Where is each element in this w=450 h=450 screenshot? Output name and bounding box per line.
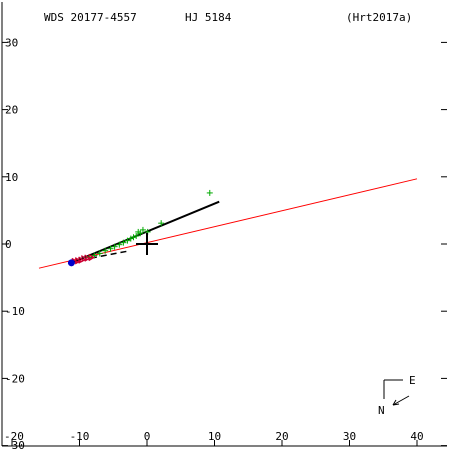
observation-point — [133, 232, 140, 239]
observation-point — [135, 228, 142, 235]
x-tick-label: -20 — [4, 430, 24, 443]
compass: E N — [378, 374, 416, 417]
y-tick-label: 0 — [5, 238, 12, 251]
y-tick-label: 10 — [5, 171, 18, 184]
observation-point — [96, 250, 103, 257]
x-tick-label: 40 — [410, 430, 423, 443]
x-tick-label: -10 — [70, 430, 90, 443]
observation-point — [116, 241, 123, 248]
y-tick-label: -10 — [5, 305, 25, 318]
residual-point — [78, 256, 85, 264]
y-tick-label: -30 — [5, 439, 25, 450]
y-tick-label: -20 — [5, 372, 25, 385]
y-tick-label: 30 — [5, 36, 18, 49]
dashed-segment — [90, 249, 131, 259]
header-name: HJ 5184 — [185, 11, 232, 24]
observation-point — [206, 189, 213, 196]
observation-point — [130, 234, 137, 241]
observation-point — [107, 245, 114, 252]
observation-point — [120, 239, 127, 246]
compass-north-label: N — [378, 404, 385, 417]
motion-arrow-icon — [392, 395, 410, 406]
observation-point — [111, 243, 118, 250]
orbit-line — [38, 178, 418, 269]
x-tick-label: 0 — [144, 430, 151, 443]
residual-point — [84, 254, 92, 262]
x-tick-label: 20 — [275, 430, 288, 443]
observation-point — [139, 226, 146, 233]
endpoint-point — [67, 259, 75, 267]
header-reference: (Hrt2017a) — [346, 11, 412, 24]
observation-point — [124, 237, 131, 244]
observation-point — [158, 220, 165, 227]
observation-point — [102, 247, 109, 254]
chart-marks — [38, 178, 418, 269]
header-designation: WDS 20177-4557 — [44, 11, 137, 24]
y-tick-label: 20 — [5, 104, 18, 117]
observation-point — [127, 235, 134, 242]
residual-point — [88, 253, 96, 262]
compass-east-label: E — [409, 374, 416, 387]
x-tick-label: 10 — [208, 430, 221, 443]
x-tick-label: 30 — [343, 430, 356, 443]
residual-point — [74, 257, 82, 265]
